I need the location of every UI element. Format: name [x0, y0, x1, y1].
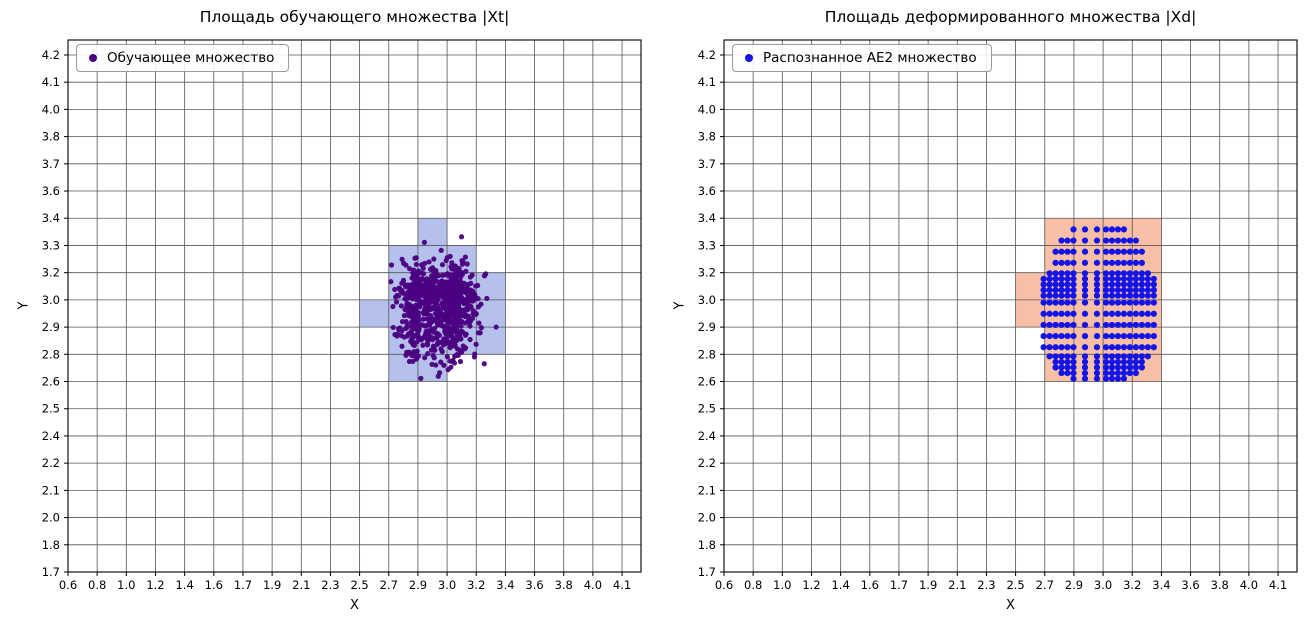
svg-text:2.9: 2.9 [409, 578, 427, 592]
svg-text:3.0: 3.0 [1094, 578, 1112, 592]
legend-label: Распознанное AE2 множество [763, 50, 977, 66]
svg-text:4.0: 4.0 [698, 102, 716, 116]
chart-deformed-set: Площадь деформированного множества |Xd| … [656, 0, 1311, 626]
svg-text:1.8: 1.8 [42, 538, 60, 552]
svg-text:3.2: 3.2 [698, 266, 716, 280]
svg-text:2.0: 2.0 [42, 511, 60, 525]
svg-text:2.5: 2.5 [350, 578, 368, 592]
svg-text:1.2: 1.2 [802, 578, 820, 592]
svg-text:4.1: 4.1 [613, 578, 631, 592]
svg-text:2.9: 2.9 [1065, 578, 1083, 592]
svg-text:1.7: 1.7 [234, 578, 252, 592]
svg-text:2.2: 2.2 [698, 456, 716, 470]
svg-text:2.9: 2.9 [42, 320, 60, 334]
svg-text:2.1: 2.1 [948, 578, 966, 592]
legend-marker-icon [745, 54, 753, 62]
svg-text:2.9: 2.9 [698, 320, 716, 334]
svg-text:2.4: 2.4 [698, 429, 716, 443]
svg-text:1.7: 1.7 [698, 565, 716, 579]
chart-training-set: Площадь обучающего множества |Xt| Y 0.6 0… [0, 0, 655, 626]
svg-text:0.8: 0.8 [744, 578, 762, 592]
x-axis-label: X [1006, 598, 1015, 613]
svg-text:4.1: 4.1 [698, 75, 716, 89]
svg-text:3.8: 3.8 [42, 130, 60, 144]
svg-text:2.3: 2.3 [977, 578, 995, 592]
svg-text:2.1: 2.1 [698, 483, 716, 497]
svg-text:3.8: 3.8 [555, 578, 573, 592]
svg-text:2.1: 2.1 [292, 578, 310, 592]
svg-text:3.7: 3.7 [698, 157, 716, 171]
deformed-plot-svg: 0.6 0.8 1.0 1.2 1.4 1.6 1.7 1.9 2.1 2.3 2.5 2.7 2.9 3… [698, 39, 1298, 592]
svg-text:0.6: 0.6 [715, 578, 733, 592]
svg-text:3.2: 3.2 [467, 578, 485, 592]
svg-text:1.4: 1.4 [831, 578, 849, 592]
svg-text:3.8: 3.8 [1211, 578, 1229, 592]
training-plot-svg: 0.6 0.8 1.0 1.2 1.4 1.6 1.7 1.9 2.1 2.3 2.5 2.7 2.9 3… [42, 39, 642, 592]
svg-text:3.3: 3.3 [42, 238, 60, 252]
legend-label: Обучающее множество [107, 50, 275, 66]
svg-text:2.6: 2.6 [698, 375, 716, 389]
svg-text:3.7: 3.7 [42, 157, 60, 171]
svg-text:2.5: 2.5 [42, 402, 60, 416]
svg-text:1.6: 1.6 [861, 578, 879, 592]
y-axis-label: Y [16, 301, 32, 310]
svg-text:1.8: 1.8 [698, 538, 716, 552]
svg-text:3.4: 3.4 [496, 578, 514, 592]
svg-text:2.4: 2.4 [42, 429, 60, 443]
svg-text:3.2: 3.2 [42, 266, 60, 280]
svg-text:2.3: 2.3 [321, 578, 339, 592]
chart-title: Площадь обучающего множества |Xt| [199, 8, 510, 26]
svg-text:1.0: 1.0 [117, 578, 135, 592]
legend-marker-icon [89, 54, 97, 62]
svg-text:2.0: 2.0 [698, 511, 716, 525]
svg-text:3.8: 3.8 [698, 130, 716, 144]
chart-title: Площадь деформированного множества |Xd| [824, 8, 1197, 26]
svg-text:2.7: 2.7 [380, 578, 398, 592]
svg-text:3.4: 3.4 [42, 211, 60, 225]
svg-text:3.3: 3.3 [698, 238, 716, 252]
svg-text:1.0: 1.0 [773, 578, 791, 592]
svg-text:4.2: 4.2 [42, 48, 60, 62]
svg-text:4.0: 4.0 [584, 578, 602, 592]
svg-text:1.6: 1.6 [205, 578, 223, 592]
svg-text:3.6: 3.6 [698, 184, 716, 198]
svg-text:3.6: 3.6 [42, 184, 60, 198]
svg-text:0.6: 0.6 [59, 578, 77, 592]
svg-text:2.2: 2.2 [42, 456, 60, 470]
svg-text:4.0: 4.0 [42, 102, 60, 116]
svg-text:3.6: 3.6 [1181, 578, 1199, 592]
svg-text:1.4: 1.4 [175, 578, 193, 592]
svg-text:0.8: 0.8 [88, 578, 106, 592]
legend: Обучающее множество [76, 44, 290, 72]
svg-text:2.8: 2.8 [698, 347, 716, 361]
svg-text:3.4: 3.4 [698, 211, 716, 225]
svg-text:3.0: 3.0 [698, 293, 716, 307]
svg-text:4.0: 4.0 [1240, 578, 1258, 592]
svg-text:2.5: 2.5 [1006, 578, 1024, 592]
svg-text:1.7: 1.7 [890, 578, 908, 592]
x-axis-label: X [350, 598, 359, 613]
svg-text:1.2: 1.2 [146, 578, 164, 592]
svg-text:2.8: 2.8 [42, 347, 60, 361]
svg-text:4.1: 4.1 [42, 75, 60, 89]
svg-text:3.2: 3.2 [1123, 578, 1141, 592]
svg-text:2.5: 2.5 [698, 402, 716, 416]
svg-text:2.7: 2.7 [1036, 578, 1054, 592]
svg-text:2.1: 2.1 [42, 483, 60, 497]
svg-text:2.6: 2.6 [42, 375, 60, 389]
legend: Распознанное AE2 множество [732, 44, 992, 72]
svg-text:3.4: 3.4 [1152, 578, 1170, 592]
svg-text:3.0: 3.0 [438, 578, 456, 592]
svg-text:1.9: 1.9 [919, 578, 937, 592]
svg-text:3.6: 3.6 [525, 578, 543, 592]
svg-text:1.7: 1.7 [42, 565, 60, 579]
svg-text:4.2: 4.2 [698, 48, 716, 62]
svg-text:4.1: 4.1 [1269, 578, 1287, 592]
y-axis-label: Y [672, 301, 688, 310]
svg-text:1.9: 1.9 [263, 578, 281, 592]
svg-text:3.0: 3.0 [42, 293, 60, 307]
